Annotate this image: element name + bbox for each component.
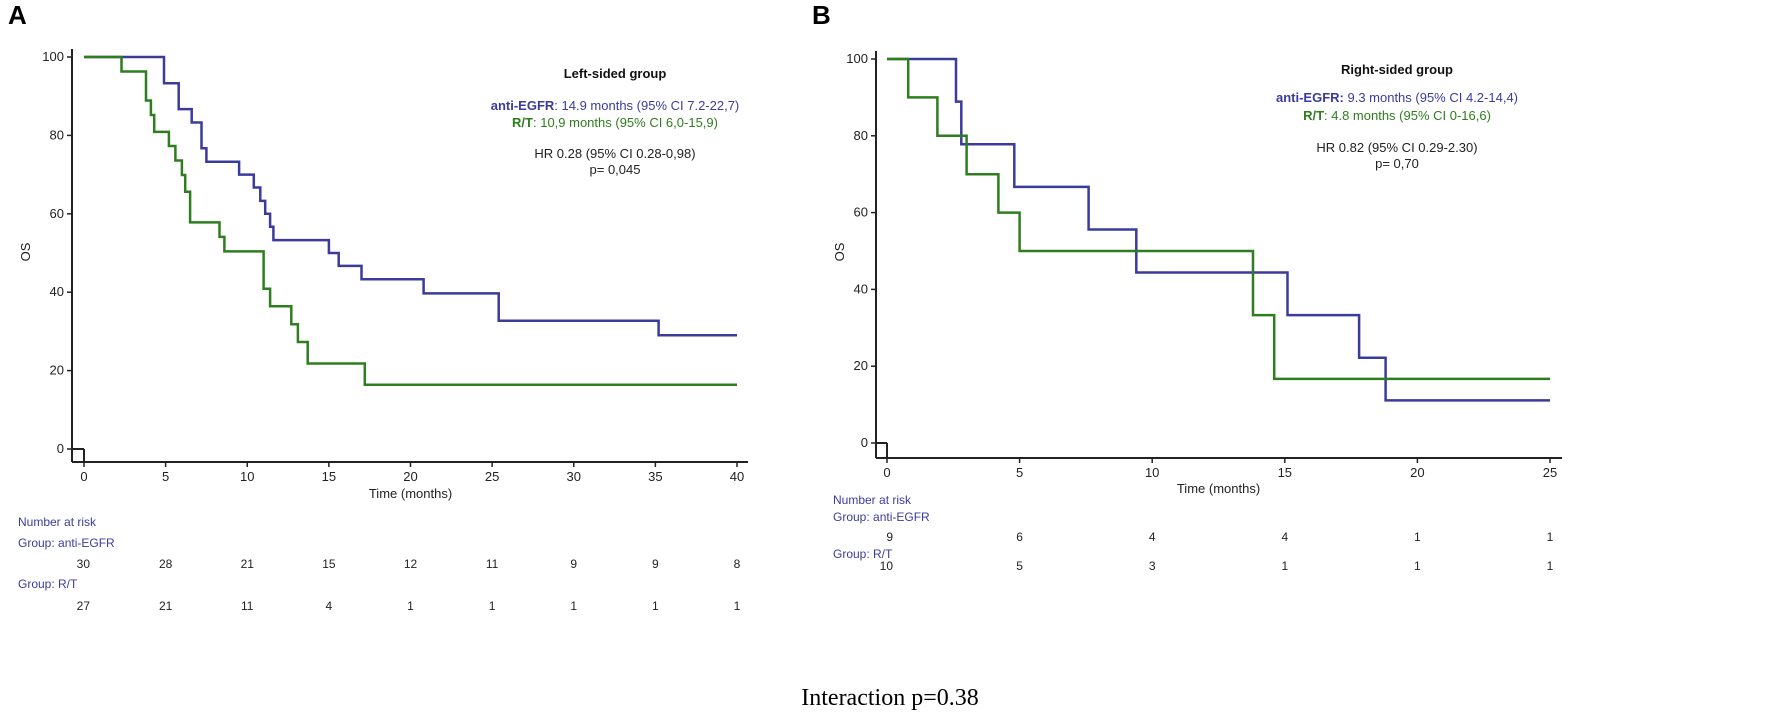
risk-count-rt: 5: [1016, 559, 1023, 573]
rt-median-text: : 4.8 months (95% CI 0-16,6): [1324, 108, 1491, 123]
y-tick-label: 20: [50, 363, 64, 378]
y-tick-label: 60: [50, 206, 64, 221]
hazard-ratio: HR 0.28 (95% CI 0.28-0,98): [534, 146, 695, 161]
risk-count-anti-egfr: 9: [886, 530, 893, 544]
risk-count-anti-egfr: 11: [486, 557, 499, 571]
x-axis-label: Time (months): [369, 486, 452, 501]
interaction-p-value: Interaction p=0.38: [801, 685, 978, 711]
rt-median-line: R/T: 4.8 months (95% CI 0-16,6): [1303, 108, 1491, 123]
risk-count-anti-egfr: 30: [77, 557, 91, 571]
risk-group-label-anti-egfr: Group: anti-EGFR: [833, 510, 930, 524]
y-tick-label: 100: [846, 51, 868, 66]
x-tick-label: 25: [1543, 465, 1557, 480]
group-title: Right-sided group: [1341, 62, 1453, 77]
hazard-ratio: HR 0.82 (95% CI 0.29-2.30): [1316, 140, 1477, 155]
risk-count-rt: 1: [407, 599, 414, 613]
y-tick-label: 40: [50, 284, 64, 299]
panel-letter-B: B: [812, 0, 831, 30]
anti-egfr-median-text: : 14.9 months (95% CI 7.2-22,7): [554, 98, 739, 113]
x-tick-label: 20: [403, 469, 417, 484]
risk-count-anti-egfr: 8: [734, 557, 741, 571]
anti-egfr-legend-label: anti-EGFR:: [1276, 90, 1344, 105]
risk-count-anti-egfr: 1: [1547, 530, 1554, 544]
km-curve-anti-egfr: [887, 57, 1550, 402]
risk-count-rt: 11: [241, 599, 254, 613]
risk-group-label-rt: Group: R/T: [18, 577, 78, 591]
risk-count-anti-egfr: 1: [1414, 530, 1421, 544]
risk-count-anti-egfr: 21: [241, 557, 255, 571]
risk-count-rt: 1: [1414, 559, 1421, 573]
x-tick-label: 35: [648, 469, 662, 484]
y-tick-label: 20: [854, 358, 868, 373]
p-value: p= 0,045: [590, 162, 641, 177]
anti-egfr-legend-label: anti-EGFR: [491, 98, 555, 113]
x-tick-label: 10: [240, 469, 254, 484]
anti-egfr-median-text: 9.3 months (95% CI 4.2-14,4): [1344, 90, 1518, 105]
risk-count-anti-egfr: 28: [159, 557, 173, 571]
rt-legend-label: R/T: [1303, 108, 1324, 123]
risk-table-heading: Number at risk: [18, 515, 97, 529]
x-tick-label: 40: [730, 469, 744, 484]
y-tick-label: 0: [57, 441, 64, 456]
p-value: p= 0,70: [1375, 156, 1419, 171]
y-tick-label: 40: [854, 281, 868, 296]
x-tick-label: 25: [485, 469, 499, 484]
x-tick-label: 15: [322, 469, 336, 484]
x-tick-label: 10: [1145, 465, 1159, 480]
y-tick-label: 80: [854, 128, 868, 143]
risk-count-anti-egfr: 4: [1281, 530, 1288, 544]
anti-egfr-median-line: anti-EGFR: 14.9 months (95% CI 7.2-22,7): [491, 98, 740, 113]
risk-count-anti-egfr: 12: [404, 557, 418, 571]
x-tick-label: 15: [1278, 465, 1292, 480]
risk-group-label-anti-egfr: Group: anti-EGFR: [18, 536, 115, 550]
risk-count-anti-egfr: 4: [1149, 530, 1156, 544]
y-axis-label: OS: [18, 242, 33, 261]
km-curve-rt: [84, 55, 737, 386]
risk-count-rt: 21: [159, 599, 173, 613]
panel-letter-A: A: [8, 0, 27, 30]
x-tick-label: 0: [80, 469, 87, 484]
rt-median-text: : 10,9 months (95% CI 6,0-15,9): [533, 115, 718, 130]
x-tick-label: 20: [1410, 465, 1424, 480]
risk-count-anti-egfr: 6: [1016, 530, 1023, 544]
y-axis-label: OS: [832, 242, 847, 261]
risk-count-rt: 10: [880, 559, 894, 573]
anti-egfr-median-line: anti-EGFR: 9.3 months (95% CI 4.2-14,4): [1276, 90, 1518, 105]
risk-count-rt: 1: [1547, 559, 1554, 573]
risk-count-rt: 1: [652, 599, 659, 613]
rt-legend-label: R/T: [512, 115, 533, 130]
group-title: Left-sided group: [564, 66, 667, 81]
risk-table-heading: Number at risk: [833, 493, 912, 507]
y-tick-label: 60: [854, 205, 868, 220]
y-tick-label: 0: [861, 435, 868, 450]
risk-count-rt: 3: [1149, 559, 1156, 573]
risk-count-rt: 1: [1281, 559, 1288, 573]
risk-group-label-rt: Group: R/T: [833, 547, 893, 561]
x-tick-label: 30: [567, 469, 581, 484]
y-tick-label: 80: [50, 127, 64, 142]
risk-count-rt: 27: [77, 599, 91, 613]
x-tick-label: 0: [883, 465, 890, 480]
x-tick-label: 5: [162, 469, 169, 484]
risk-count-anti-egfr: 9: [652, 557, 659, 571]
x-axis-label: Time (months): [1177, 481, 1260, 496]
rt-median-line: R/T: 10,9 months (95% CI 6,0-15,9): [512, 115, 718, 130]
risk-count-rt: 1: [734, 599, 741, 613]
km-curve-anti-egfr: [84, 55, 737, 337]
km-curve-rt: [887, 57, 1550, 381]
risk-count-rt: 1: [489, 599, 496, 613]
risk-count-rt: 4: [326, 599, 333, 613]
y-tick-label: 100: [42, 49, 64, 64]
risk-count-rt: 1: [570, 599, 577, 613]
risk-count-anti-egfr: 9: [570, 557, 577, 571]
risk-count-anti-egfr: 15: [322, 557, 336, 571]
x-tick-label: 5: [1016, 465, 1023, 480]
